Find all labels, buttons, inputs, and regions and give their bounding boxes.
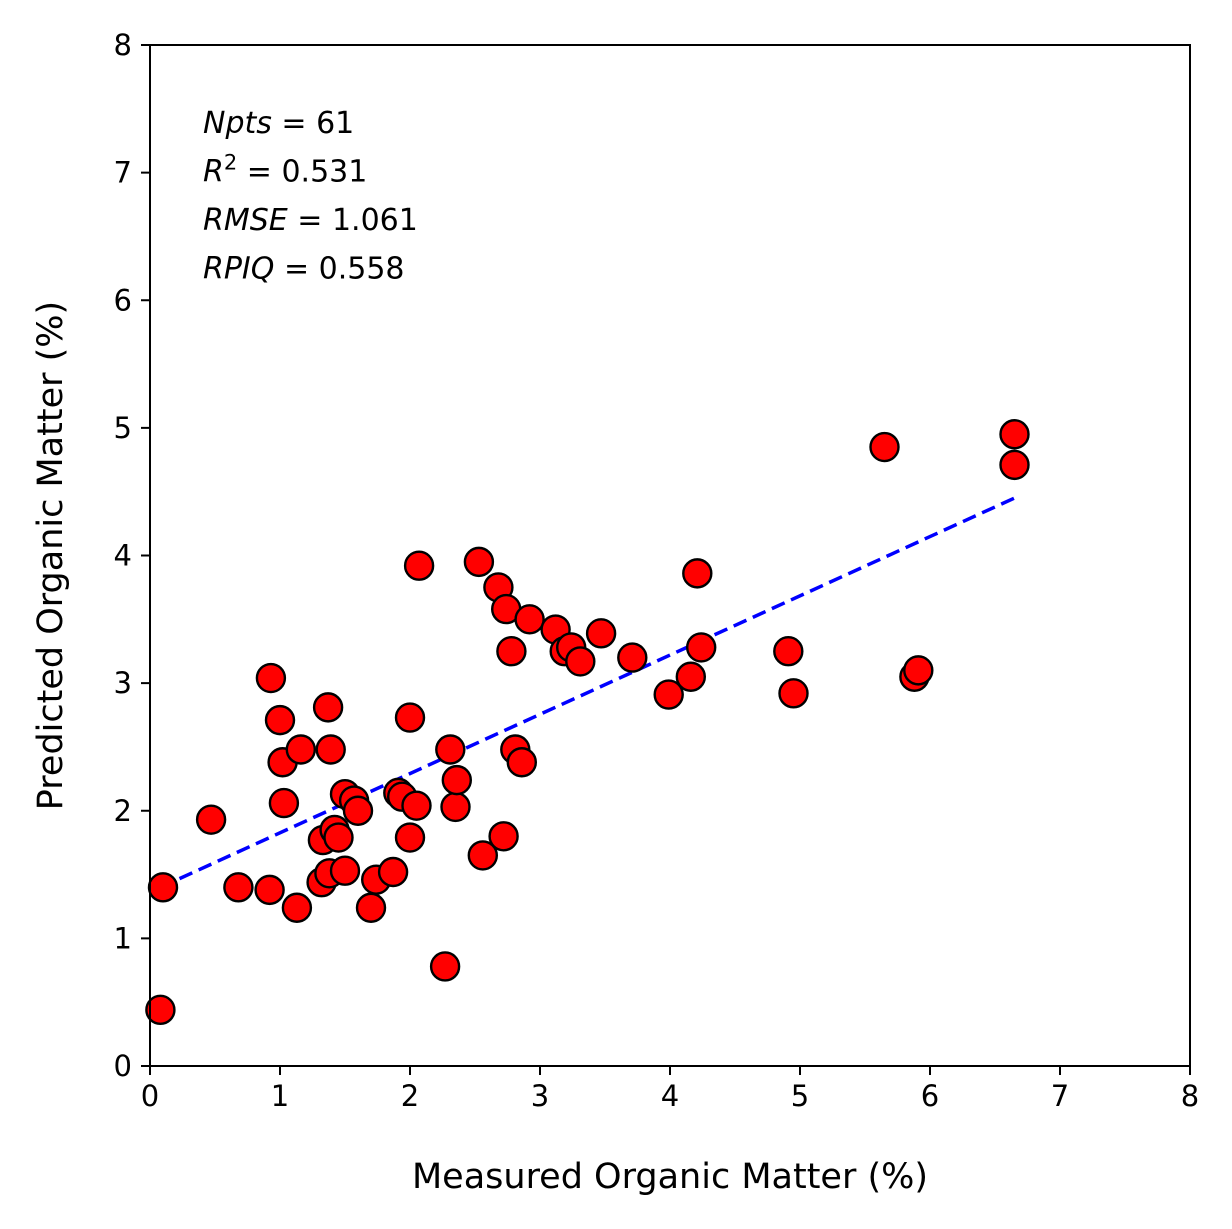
data-point: [903, 655, 934, 686]
data-point: [675, 661, 706, 692]
data-point: [686, 632, 717, 663]
y-tick-label: 8: [114, 28, 132, 62]
stat-line: Npts = 61: [203, 106, 354, 141]
stat-value: = 1.061: [288, 203, 418, 238]
stat-value: = 0.531: [237, 155, 367, 190]
data-point: [514, 604, 545, 635]
x-tick-label: 5: [791, 1079, 809, 1113]
y-tick-label: 1: [114, 921, 132, 955]
data-point: [488, 821, 519, 852]
data-point: [147, 872, 179, 903]
ticks-layer: 0 1 2 3 4 5 6 7 8 0 1 2 3 4 5 6 7 8: [114, 28, 1200, 1113]
stat-value: = 61: [272, 106, 354, 141]
data-point: [281, 892, 313, 923]
data-point: [403, 550, 435, 581]
y-tick-label: 7: [114, 156, 132, 190]
data-point: [496, 636, 527, 667]
stats-annotation: Npts = 61 R2 = 0.531 RMSE = 1.061 RPIQ = 0.…: [203, 106, 418, 287]
fit-line-layer: [159, 496, 1016, 889]
stat-line: R2 = 0.531: [203, 151, 367, 190]
x-tick-label: 0: [141, 1079, 159, 1113]
stat-line: RMSE = 1.061: [203, 203, 418, 238]
x-tick-label: 2: [401, 1079, 419, 1113]
data-point: [585, 618, 617, 649]
data-point: [401, 790, 432, 821]
data-point: [394, 702, 426, 733]
data-point: [223, 872, 254, 903]
data-point: [377, 856, 409, 888]
data-point: [268, 787, 300, 819]
y-tick-label: 4: [114, 539, 132, 573]
data-point: [264, 704, 296, 736]
data-point: [285, 734, 316, 765]
data-point: [323, 822, 354, 853]
data-point: [463, 546, 495, 578]
data-point: [506, 747, 537, 778]
data-point: [355, 892, 387, 923]
y-tick-label: 0: [114, 1049, 132, 1083]
data-point: [254, 874, 285, 906]
data-point: [441, 764, 472, 796]
stat-superscript: 2: [224, 151, 237, 175]
stat-value: = 0.558: [274, 252, 404, 287]
x-tick-label: 4: [661, 1079, 679, 1113]
data-point: [435, 734, 466, 765]
data-point: [255, 662, 287, 694]
data-point: [329, 855, 361, 886]
x-tick-label: 3: [531, 1079, 549, 1113]
stat-name: RPIQ: [203, 252, 274, 287]
x-tick-label: 8: [1181, 1079, 1199, 1113]
data-point: [195, 804, 227, 835]
points-layer: [145, 419, 1030, 1026]
stat-name: R: [203, 155, 224, 190]
data-point: [467, 840, 498, 871]
data-point: [440, 791, 471, 823]
data-point: [394, 822, 426, 853]
data-point: [565, 646, 596, 677]
y-tick-label: 6: [114, 283, 132, 317]
data-point: [682, 558, 713, 589]
data-point: [145, 994, 176, 1026]
stat-name: RMSE: [203, 203, 288, 238]
data-point: [999, 419, 1030, 450]
data-point: [653, 679, 684, 710]
x-tick-label: 1: [271, 1079, 289, 1113]
y-tick-label: 2: [114, 794, 132, 828]
data-point: [778, 678, 809, 709]
x-axis-label: Measured Organic Matter (%): [412, 1157, 928, 1197]
data-point: [312, 692, 344, 723]
y-tick-label: 5: [114, 411, 132, 445]
data-point: [429, 951, 461, 982]
data-point: [617, 642, 648, 673]
data-point: [342, 795, 374, 826]
stat-line: RPIQ = 0.558: [203, 252, 405, 287]
data-point: [999, 449, 1030, 481]
regression-line: [159, 496, 1016, 889]
data-point: [773, 636, 804, 667]
data-point: [315, 734, 346, 765]
x-tick-label: 7: [1051, 1079, 1069, 1113]
y-tick-label: 3: [114, 666, 132, 700]
data-point: [869, 431, 900, 463]
stat-name: Npts: [203, 106, 272, 141]
x-tick-label: 6: [921, 1079, 939, 1113]
y-axis-label: Predicted Organic Matter (%): [31, 301, 71, 810]
